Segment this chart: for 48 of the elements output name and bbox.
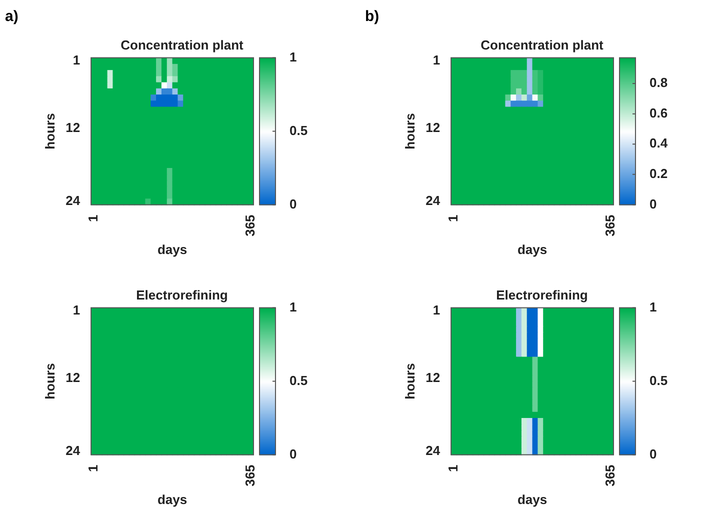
text: b) bbox=[365, 8, 380, 25]
y-tick-label: 12 bbox=[66, 370, 80, 385]
x-axis-title: days bbox=[157, 492, 188, 507]
x-tick-label: 365 bbox=[602, 214, 618, 236]
color-bar-label: 0.2 bbox=[650, 166, 668, 181]
y-axis-title: hours bbox=[42, 363, 58, 400]
x-tick-label: 1 bbox=[85, 214, 100, 222]
y-tick-label: 1 bbox=[432, 52, 440, 68]
x-tick-label: 365 bbox=[242, 214, 258, 236]
color-bar-label: 0.8 bbox=[650, 75, 668, 90]
y-tick-label: 12 bbox=[426, 120, 440, 135]
y-axis-title: hours bbox=[42, 113, 58, 150]
color-bar-label: 1 bbox=[290, 299, 297, 314]
x-axis-title: days bbox=[517, 242, 548, 257]
y-tick-label: 1 bbox=[432, 302, 440, 318]
color-bar-label: 0.5 bbox=[290, 372, 308, 388]
chart-title: Concentration plant bbox=[480, 38, 604, 53]
color-bar-label: 0.5 bbox=[650, 372, 668, 388]
y-axis-title: hours bbox=[402, 363, 418, 400]
x-tick-label: 365 bbox=[242, 464, 258, 486]
color-bar-label: 1 bbox=[650, 299, 657, 314]
color-bar-label: 0 bbox=[290, 446, 297, 462]
y-tick-label: 24 bbox=[66, 193, 81, 208]
color-bar-label: 0 bbox=[650, 446, 657, 462]
color-bar-label: 0.4 bbox=[650, 136, 668, 151]
x-axis-title: days bbox=[517, 492, 548, 507]
x-tick-label: 1 bbox=[85, 464, 100, 472]
y-tick-label: 1 bbox=[72, 52, 80, 68]
color-bar-label: 0 bbox=[290, 196, 297, 212]
chart-title: Electrorefining bbox=[496, 288, 588, 303]
chart-title: Concentration plant bbox=[120, 38, 244, 53]
text: a) bbox=[5, 8, 18, 25]
color-bar-label: 1 bbox=[290, 49, 297, 64]
y-tick-label: 12 bbox=[66, 120, 80, 135]
color-bar-label: 0.5 bbox=[290, 122, 308, 138]
y-tick-label: 24 bbox=[426, 193, 441, 208]
color-bar-label: 0.6 bbox=[650, 105, 668, 120]
x-tick-label: 1 bbox=[445, 214, 460, 222]
y-tick-label: 24 bbox=[66, 443, 81, 458]
x-tick-label: 1 bbox=[445, 464, 460, 472]
y-tick-label: 12 bbox=[426, 370, 440, 385]
x-tick-label: 365 bbox=[602, 464, 618, 486]
color-bar-label: 0 bbox=[650, 196, 657, 212]
x-axis-title: days bbox=[157, 242, 188, 257]
y-axis-title: hours bbox=[402, 113, 418, 150]
y-tick-label: 1 bbox=[72, 302, 80, 318]
chart-title: Electrorefining bbox=[136, 288, 228, 303]
y-tick-label: 24 bbox=[426, 443, 441, 458]
